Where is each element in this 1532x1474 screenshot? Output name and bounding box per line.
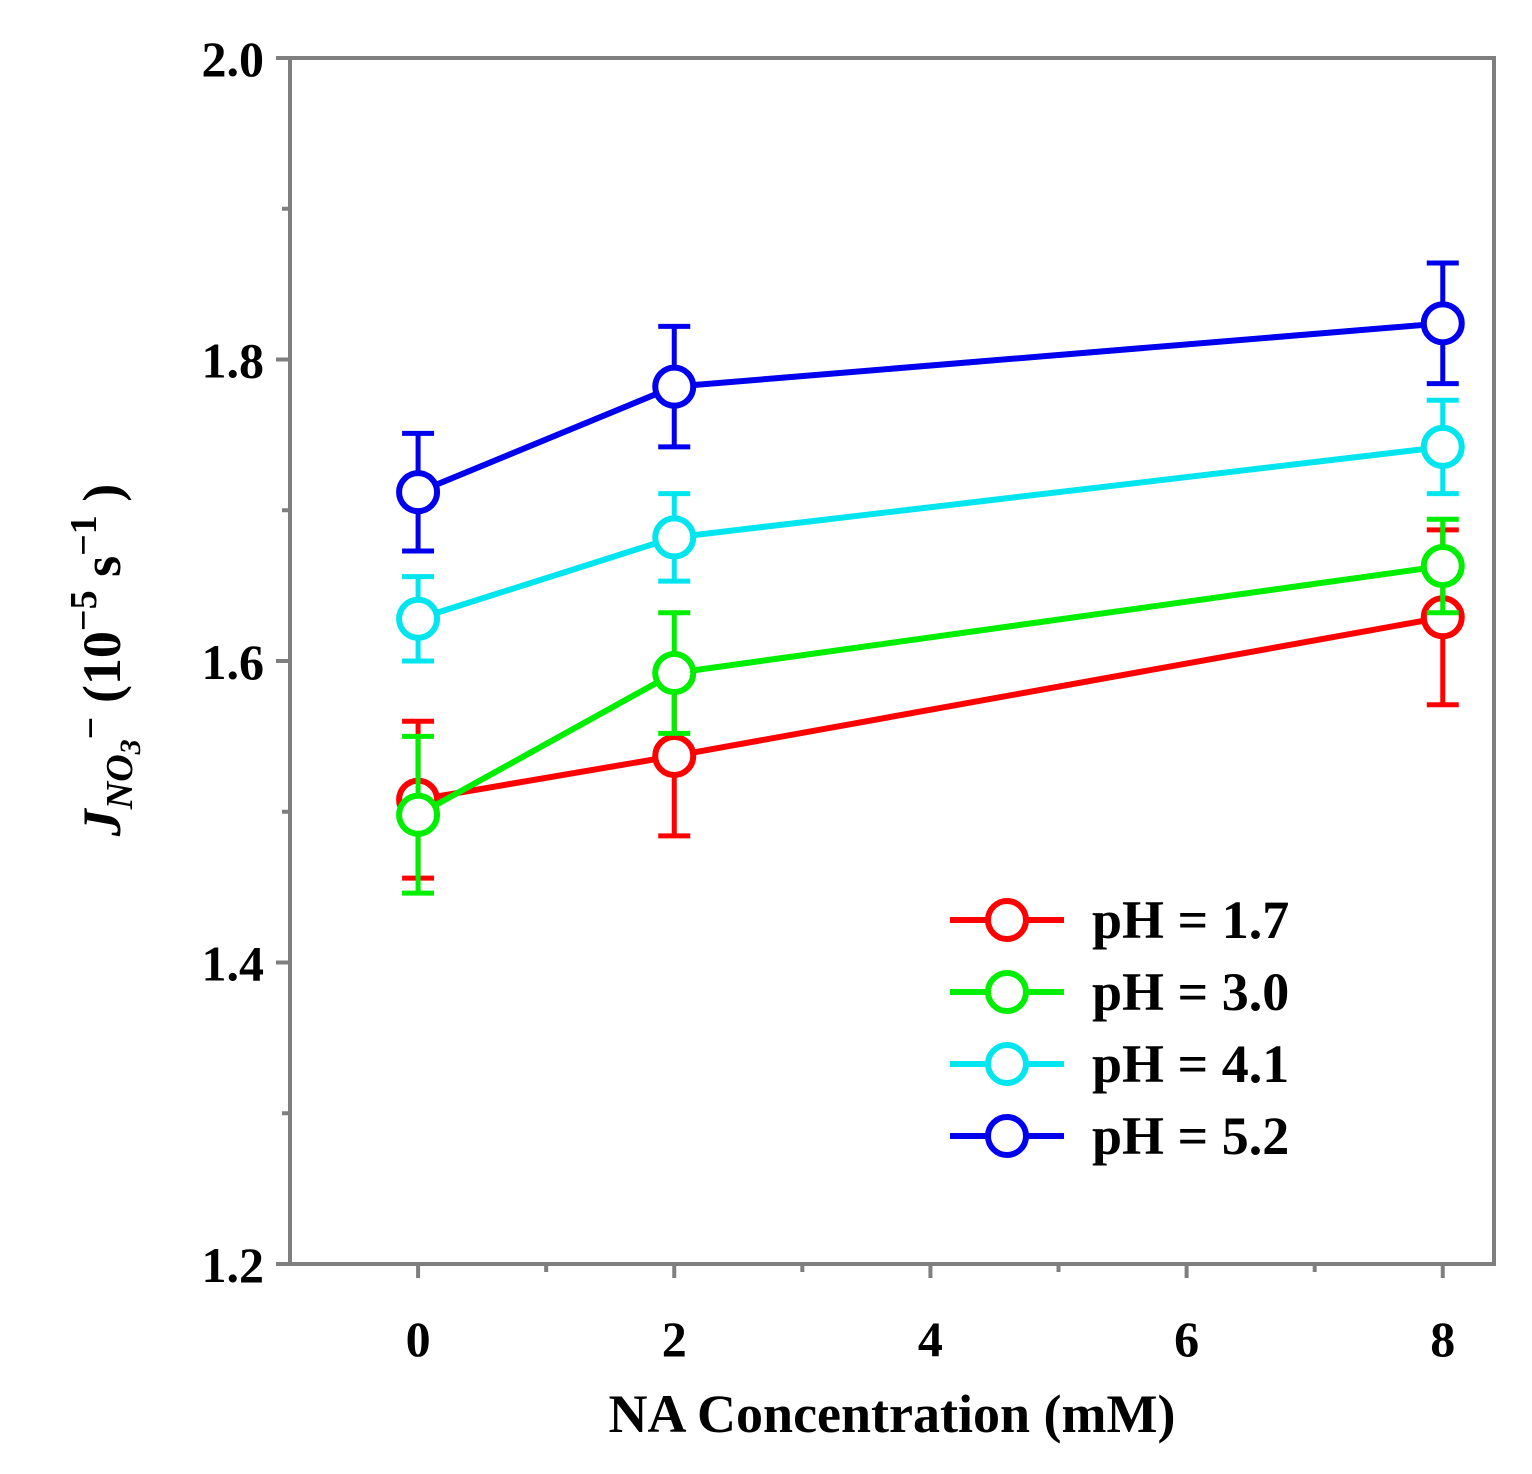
y-axis-unit-open: (10 bbox=[72, 631, 132, 703]
series-1 bbox=[396, 527, 1465, 881]
x-tick-label: 2 bbox=[662, 1311, 687, 1367]
x-tick-label: 0 bbox=[406, 1311, 431, 1367]
x-axis: 0 2 4 6 8 bbox=[406, 1264, 1455, 1367]
y-tick-label: 1.8 bbox=[202, 333, 265, 389]
y-axis-title: JNO3− (10−5 s−1 ) bbox=[63, 484, 147, 837]
series-4 bbox=[396, 260, 1465, 554]
legend: pH = 1.7 pH = 3.0 pH = 4.1 pH = 5.2 bbox=[950, 890, 1289, 1166]
x-tick-label: 6 bbox=[1174, 1311, 1199, 1367]
series-2 bbox=[396, 516, 1465, 896]
x-axis-title: NA Concentration (mM) bbox=[609, 1384, 1176, 1444]
data-point bbox=[396, 596, 441, 641]
y-axis: 1.2 1.4 1.6 1.8 2.0 bbox=[202, 31, 290, 1293]
legend-marker bbox=[985, 1114, 1029, 1158]
data-point bbox=[396, 470, 441, 515]
legend-marker bbox=[985, 970, 1029, 1014]
y-axis-subscript: NO bbox=[99, 754, 141, 810]
y-tick-label: 1.4 bbox=[202, 936, 265, 992]
y-axis-unit-close: ) bbox=[72, 484, 132, 502]
series-line bbox=[416, 563, 1444, 818]
y-axis-unit-s: s bbox=[72, 556, 132, 577]
legend-label: pH = 4.1 bbox=[1092, 1034, 1289, 1094]
x-tick-label: 8 bbox=[1430, 1311, 1455, 1367]
plot-frame bbox=[288, 56, 1496, 1266]
data-point bbox=[1420, 424, 1465, 469]
data-point bbox=[652, 651, 697, 696]
data-point bbox=[1420, 301, 1465, 346]
y-axis-unit-s-exp: −1 bbox=[63, 515, 105, 556]
legend-item: pH = 5.2 bbox=[950, 1106, 1289, 1166]
series-line bbox=[417, 443, 1444, 622]
y-axis-symbol: J bbox=[72, 807, 132, 837]
data-point bbox=[652, 364, 697, 409]
x-tick-label: 4 bbox=[918, 1311, 943, 1367]
legend-label: pH = 5.2 bbox=[1092, 1106, 1289, 1166]
y-tick-label: 1.6 bbox=[202, 634, 265, 690]
plot-border bbox=[288, 56, 1496, 1266]
legend-label: pH = 3.0 bbox=[1092, 962, 1289, 1022]
data-point bbox=[652, 515, 697, 560]
legend-item: pH = 1.7 bbox=[950, 890, 1289, 950]
legend-item: pH = 3.0 bbox=[950, 962, 1289, 1022]
y-tick-label: 1.2 bbox=[202, 1237, 265, 1293]
legend-marker bbox=[985, 1042, 1029, 1086]
y-axis-subsubscript: 3 bbox=[114, 739, 147, 755]
legend-marker bbox=[985, 898, 1029, 942]
y-axis-unit-exp: −5 bbox=[63, 590, 105, 631]
data-point bbox=[1420, 544, 1465, 589]
legend-label: pH = 1.7 bbox=[1092, 890, 1289, 950]
data-point bbox=[652, 733, 697, 778]
series-line bbox=[417, 614, 1444, 803]
data-point bbox=[396, 792, 441, 837]
y-axis-superscript: − bbox=[68, 717, 113, 740]
series-layer bbox=[396, 260, 1465, 896]
legend-item: pH = 4.1 bbox=[950, 1034, 1289, 1094]
y-tick-label: 2.0 bbox=[202, 31, 265, 87]
series-3 bbox=[396, 397, 1465, 664]
